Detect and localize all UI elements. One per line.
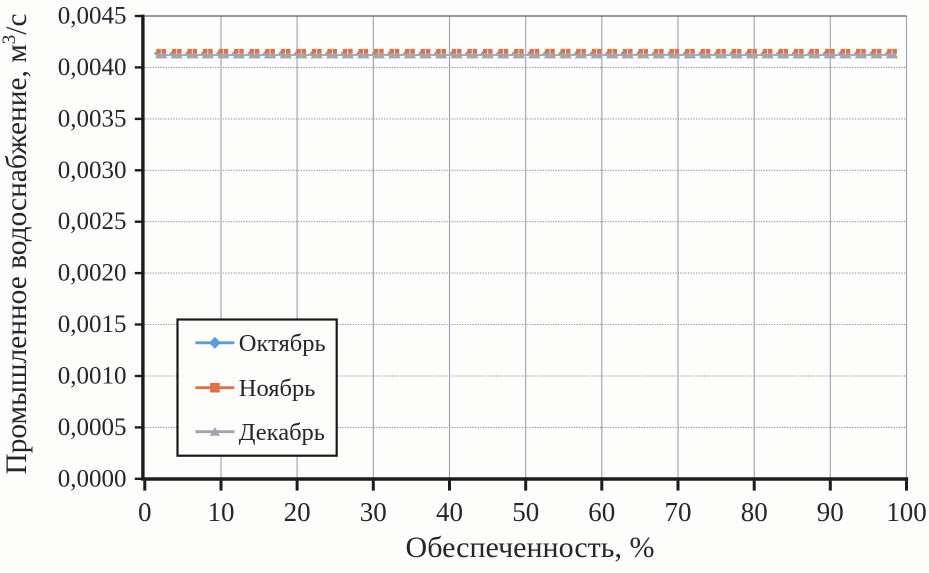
svg-text:Декабрь: Декабрь (239, 419, 325, 446)
svg-text:50: 50 (512, 497, 539, 527)
svg-text:60: 60 (588, 497, 615, 527)
svg-text:0,0000: 0,0000 (58, 465, 127, 492)
svg-text:10: 10 (208, 497, 235, 527)
svg-text:0,0020: 0,0020 (58, 260, 127, 287)
svg-text:20: 20 (284, 497, 311, 527)
svg-text:Октябрь: Октябрь (239, 330, 326, 357)
svg-text:40: 40 (436, 497, 463, 527)
svg-text:Обеспеченность, %: Обеспеченность, % (406, 531, 655, 564)
svg-text:0,0040: 0,0040 (58, 54, 127, 81)
svg-text:90: 90 (817, 497, 844, 527)
svg-text:0,0010: 0,0010 (58, 363, 127, 390)
svg-text:0,0005: 0,0005 (58, 414, 127, 441)
svg-text:70: 70 (665, 497, 692, 527)
svg-text:100: 100 (886, 497, 927, 527)
svg-text:0: 0 (138, 497, 152, 527)
svg-text:0,0015: 0,0015 (58, 311, 127, 338)
svg-text:Промышленное водоснабжение, м3: Промышленное водоснабжение, м3/с (0, 13, 33, 474)
svg-text:0,0025: 0,0025 (58, 208, 127, 235)
svg-text:30: 30 (360, 497, 387, 527)
svg-text:0,0030: 0,0030 (58, 157, 127, 184)
svg-text:0,0035: 0,0035 (58, 105, 127, 132)
svg-text:Ноябрь: Ноябрь (239, 375, 316, 402)
svg-text:0,0045: 0,0045 (58, 3, 127, 30)
svg-text:80: 80 (741, 497, 768, 527)
